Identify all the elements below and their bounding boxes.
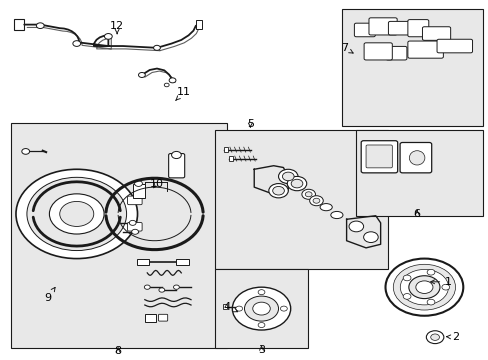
Circle shape <box>144 285 150 289</box>
Bar <box>11 123 227 348</box>
Circle shape <box>278 169 297 184</box>
Ellipse shape <box>330 211 342 219</box>
Text: 7: 7 <box>340 43 352 53</box>
Circle shape <box>73 41 81 46</box>
Text: 4: 4 <box>224 302 237 312</box>
Circle shape <box>258 323 264 328</box>
Circle shape <box>134 181 142 186</box>
Circle shape <box>104 33 112 39</box>
Circle shape <box>22 149 30 154</box>
Circle shape <box>280 306 287 311</box>
Circle shape <box>305 192 311 197</box>
Circle shape <box>244 296 278 321</box>
Bar <box>144 314 155 322</box>
Bar <box>341 9 482 126</box>
FancyBboxPatch shape <box>387 21 423 35</box>
FancyBboxPatch shape <box>399 143 431 173</box>
Circle shape <box>153 45 160 50</box>
Circle shape <box>309 196 323 206</box>
Circle shape <box>301 189 315 199</box>
FancyBboxPatch shape <box>407 41 443 58</box>
FancyBboxPatch shape <box>366 145 391 168</box>
Circle shape <box>36 23 44 28</box>
Text: 2: 2 <box>446 332 459 342</box>
Circle shape <box>287 176 306 191</box>
Circle shape <box>441 284 449 290</box>
FancyBboxPatch shape <box>127 222 142 231</box>
FancyBboxPatch shape <box>368 18 396 35</box>
Bar <box>132 184 144 198</box>
Circle shape <box>426 331 443 343</box>
Text: 12: 12 <box>110 21 124 33</box>
Text: 9: 9 <box>44 287 55 303</box>
Ellipse shape <box>408 151 424 165</box>
Bar <box>223 304 226 309</box>
Circle shape <box>27 177 126 251</box>
Circle shape <box>169 78 176 83</box>
Circle shape <box>258 290 264 295</box>
Bar <box>215 269 307 348</box>
Circle shape <box>403 275 410 281</box>
Bar <box>356 130 482 216</box>
Ellipse shape <box>320 203 331 211</box>
Bar <box>228 156 232 161</box>
Text: 1: 1 <box>430 277 451 287</box>
FancyBboxPatch shape <box>361 141 397 173</box>
FancyBboxPatch shape <box>158 314 167 321</box>
Circle shape <box>129 220 136 225</box>
Text: 10: 10 <box>150 179 163 189</box>
Circle shape <box>272 186 284 195</box>
Circle shape <box>171 152 181 158</box>
Circle shape <box>363 232 377 243</box>
FancyBboxPatch shape <box>354 23 374 37</box>
Bar <box>215 130 387 269</box>
Circle shape <box>290 179 302 188</box>
Bar <box>196 20 201 29</box>
Circle shape <box>426 299 434 305</box>
Circle shape <box>268 184 287 198</box>
Circle shape <box>164 83 169 87</box>
Circle shape <box>282 172 293 181</box>
Circle shape <box>232 287 290 330</box>
Circle shape <box>385 258 462 316</box>
Text: 6: 6 <box>413 209 420 219</box>
Bar <box>176 259 188 265</box>
Circle shape <box>312 198 319 203</box>
Circle shape <box>235 306 242 311</box>
Text: 11: 11 <box>176 87 190 100</box>
Circle shape <box>426 269 434 275</box>
FancyBboxPatch shape <box>127 196 142 205</box>
Text: 5: 5 <box>246 118 253 129</box>
FancyBboxPatch shape <box>168 154 184 178</box>
Circle shape <box>16 169 137 258</box>
Circle shape <box>348 221 363 232</box>
Circle shape <box>138 72 145 77</box>
Bar <box>14 19 24 30</box>
Circle shape <box>252 302 270 315</box>
Bar <box>136 259 148 265</box>
Bar <box>224 147 227 153</box>
FancyBboxPatch shape <box>385 46 406 60</box>
Circle shape <box>159 288 164 292</box>
FancyBboxPatch shape <box>407 19 428 37</box>
Circle shape <box>430 334 439 341</box>
Circle shape <box>131 229 138 234</box>
FancyBboxPatch shape <box>422 27 450 40</box>
Circle shape <box>49 194 104 234</box>
Circle shape <box>415 281 432 293</box>
Circle shape <box>392 264 455 310</box>
Circle shape <box>173 285 179 289</box>
FancyBboxPatch shape <box>364 43 391 60</box>
Text: 3: 3 <box>258 345 264 355</box>
Circle shape <box>60 202 94 226</box>
FancyBboxPatch shape <box>436 39 471 53</box>
Circle shape <box>408 276 439 298</box>
Circle shape <box>403 293 410 299</box>
Circle shape <box>400 269 447 305</box>
Text: 8: 8 <box>114 346 122 356</box>
